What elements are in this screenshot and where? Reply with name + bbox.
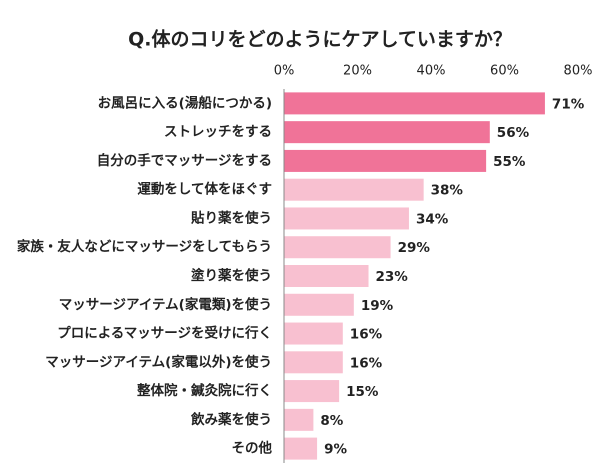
x-tick-label: 40% [417, 64, 446, 79]
bar [284, 121, 490, 144]
y-tick-label: 整体院・鍼灸院に行く [137, 382, 272, 399]
data-label: 16% [350, 327, 383, 343]
x-tick-label: 20% [343, 64, 372, 79]
y-tick-label: 運動をして体をほぐす [137, 181, 272, 198]
y-tick-label: 飲み薬を使う [190, 411, 272, 428]
x-tick-label: 60% [490, 64, 519, 79]
bar [284, 293, 354, 316]
y-tick-label: マッサージアイテム(家電類)を使う [59, 296, 272, 313]
x-tick-label: 80% [564, 64, 593, 79]
bar [284, 149, 487, 172]
bar [284, 380, 340, 403]
bar [284, 236, 391, 259]
bar [284, 178, 424, 201]
data-label: 71% [552, 96, 585, 112]
y-tick-label: 貼り薬を使う [191, 209, 272, 226]
y-tick-label: 自分の手でマッサージをする [97, 152, 272, 169]
bar [284, 92, 545, 115]
bar [284, 322, 343, 345]
bar [284, 351, 343, 374]
chart-title: Q.体のコリをどのようにケアしていますか？ [128, 28, 512, 51]
data-label: 15% [346, 384, 379, 400]
data-label: 38% [431, 183, 464, 199]
y-tick-label: マッサージアイテム(家電以外)を使う [45, 353, 272, 370]
bar [284, 265, 369, 287]
y-tick-label: ストレッチをする [164, 124, 272, 140]
data-label: 16% [350, 355, 383, 371]
bar [284, 207, 409, 230]
y-tick-label: 塗り薬を使う [191, 267, 272, 284]
bar [284, 437, 318, 460]
y-tick-label: 家族・友人などにマッサージをしてもらう [17, 238, 272, 255]
data-label: 29% [398, 240, 431, 256]
data-label: 8% [320, 413, 343, 429]
data-label: 9% [324, 442, 347, 458]
data-label: 34% [416, 211, 449, 227]
y-tick-label: プロによるマッサージを受けに行く [57, 325, 272, 342]
y-tick-label: お風呂に入る(湯船につかる) [98, 94, 272, 111]
data-label: 19% [361, 298, 394, 314]
data-label: 55% [493, 154, 526, 170]
x-tick-label: 0% [274, 64, 295, 79]
data-label: 56% [497, 125, 530, 141]
y-tick-label: その他 [232, 440, 273, 457]
data-label: 23% [376, 269, 409, 285]
bar [284, 408, 314, 431]
